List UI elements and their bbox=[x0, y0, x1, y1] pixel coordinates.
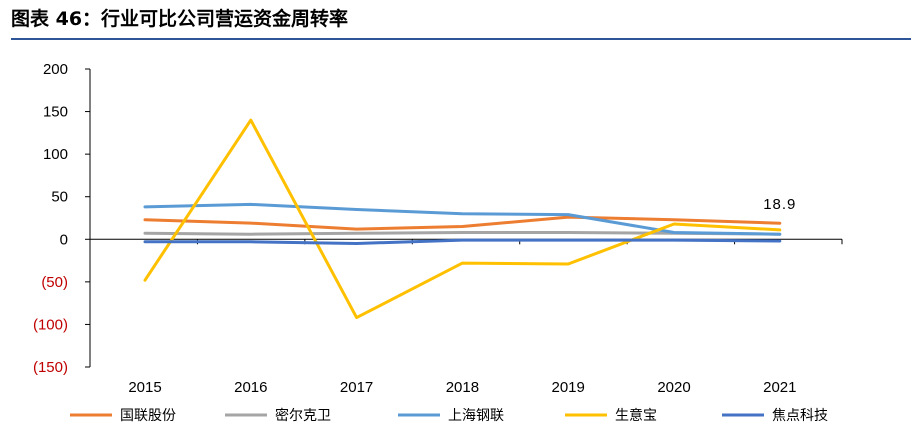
series-line bbox=[143, 202, 782, 236]
x-tick-label: 2021 bbox=[763, 379, 796, 396]
legend: 国联股份 密尔克卫 上海钢联 生意宝 焦点科技 bbox=[70, 407, 828, 424]
y-tick-label: 100 bbox=[43, 146, 68, 163]
x-tick-label: 2019 bbox=[552, 379, 585, 396]
legend-label: 生意宝 bbox=[615, 407, 657, 424]
x-tick-label: 2018 bbox=[446, 379, 479, 396]
y-tick-label: 200 bbox=[43, 61, 68, 78]
legend-label: 国联股份 bbox=[120, 408, 176, 424]
figure-title: 图表 46：行业可比公司营运资金周转率 bbox=[11, 8, 349, 30]
legend-label: 焦点科技 bbox=[772, 408, 828, 424]
title-rule bbox=[11, 38, 911, 40]
x-tick-label: 2020 bbox=[657, 379, 690, 396]
x-tick-label: 2016 bbox=[234, 379, 267, 396]
x-tick-label: 2015 bbox=[128, 379, 161, 396]
series-lines bbox=[143, 118, 782, 320]
series-line bbox=[143, 215, 782, 231]
y-tick-label: 0 bbox=[60, 231, 68, 248]
y-tick-label: (150) bbox=[33, 359, 68, 376]
data-label: 18.9 bbox=[763, 196, 796, 213]
y-tick-label: 50 bbox=[51, 189, 68, 206]
y-tick-label: (50) bbox=[41, 274, 68, 291]
axes: 200 150 100 50 0 (50) (100) (150) 2015 2016 2017 20… bbox=[33, 61, 843, 396]
data-labels: 18.9 bbox=[763, 196, 796, 213]
legend-label: 上海钢联 bbox=[448, 408, 504, 424]
series-line bbox=[143, 238, 782, 245]
x-tick-label: 2017 bbox=[340, 379, 373, 396]
series-line bbox=[143, 118, 782, 320]
y-tick-label: (100) bbox=[33, 316, 68, 333]
legend-label: 密尔克卫 bbox=[275, 407, 331, 424]
y-tick-label: 150 bbox=[43, 104, 68, 121]
